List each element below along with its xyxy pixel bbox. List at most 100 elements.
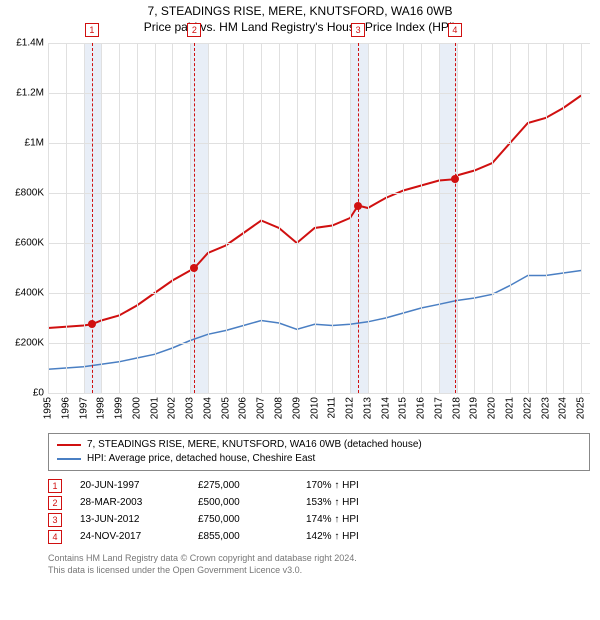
x-axis-label: 1995	[43, 397, 54, 419]
chart-lines-svg	[48, 43, 590, 393]
event-tag: 1	[85, 23, 99, 37]
gridline-v	[510, 43, 511, 393]
x-axis-label: 2005	[220, 397, 231, 419]
x-axis-label: 2002	[167, 397, 178, 419]
gridline-v	[368, 43, 369, 393]
x-axis-label: 2003	[185, 397, 196, 419]
x-axis-label: 2011	[327, 397, 338, 419]
x-axis-label: 2007	[256, 397, 267, 419]
transaction-row: 313-JUN-2012£750,000174% ↑ HPI	[48, 511, 590, 528]
x-axis-label: 2019	[469, 397, 480, 419]
transaction-marker: 4	[48, 530, 62, 544]
gridline-v	[243, 43, 244, 393]
x-axis-label: 2009	[291, 397, 302, 419]
gridline-v	[261, 43, 262, 393]
x-axis-label: 2025	[576, 397, 587, 419]
x-axis-label: 2018	[451, 397, 462, 419]
x-axis-label: 2016	[416, 397, 427, 419]
event-tag: 4	[448, 23, 462, 37]
gridline-v	[492, 43, 493, 393]
event-line	[358, 43, 359, 393]
transaction-row: 1 20-JUN-1997 £275,000 170% ↑ HPI	[48, 477, 590, 494]
gridline-v	[190, 43, 191, 393]
x-axis-label: 2020	[487, 397, 498, 419]
gridline-v	[403, 43, 404, 393]
event-dot	[190, 264, 198, 272]
gridline-v	[563, 43, 564, 393]
y-axis-label: £1M	[25, 138, 48, 149]
y-axis-label: £400K	[15, 288, 48, 299]
gridline-v	[208, 43, 209, 393]
x-axis-label: 2008	[274, 397, 285, 419]
gridline-v	[546, 43, 547, 393]
x-axis-label: 2010	[309, 397, 320, 419]
gridline-h	[48, 393, 590, 394]
transaction-price: £275,000	[198, 477, 288, 494]
gridline-v	[48, 43, 49, 393]
x-axis-label: 2023	[540, 397, 551, 419]
gridline-h	[48, 193, 590, 194]
x-axis-label: 2021	[505, 397, 516, 419]
footer-line2: This data is licensed under the Open Gov…	[48, 565, 590, 577]
gridline-v	[119, 43, 120, 393]
gridline-h	[48, 43, 590, 44]
transaction-date: 24-NOV-2017	[80, 528, 180, 545]
transaction-date: 13-JUN-2012	[80, 511, 180, 528]
event-dot	[88, 320, 96, 328]
gridline-v	[297, 43, 298, 393]
transaction-hpi: 174% ↑ HPI	[306, 511, 416, 528]
transaction-table: 120-JUN-1997£275,000170% ↑ HPI228-MAR-20…	[48, 477, 590, 545]
x-axis-label: 2013	[362, 397, 373, 419]
gridline-v	[172, 43, 173, 393]
gridline-v	[457, 43, 458, 393]
gridline-h	[48, 93, 590, 94]
transaction-hpi: 170% ↑ HPI	[306, 477, 416, 494]
gridline-v	[332, 43, 333, 393]
gridline-v	[350, 43, 351, 393]
x-axis-label: 2015	[398, 397, 409, 419]
x-axis-label: 1996	[60, 397, 71, 419]
x-axis-label: 1997	[78, 397, 89, 419]
gridline-v	[474, 43, 475, 393]
x-axis-label: 1999	[114, 397, 125, 419]
x-axis-label: 2012	[345, 397, 356, 419]
gridline-v	[66, 43, 67, 393]
gridline-v	[315, 43, 316, 393]
transaction-date: 20-JUN-1997	[80, 477, 180, 494]
event-line	[194, 43, 195, 393]
legend-swatch	[57, 458, 81, 460]
gridline-v	[155, 43, 156, 393]
gridline-h	[48, 143, 590, 144]
gridline-v	[581, 43, 582, 393]
gridline-v	[101, 43, 102, 393]
footer-line1: Contains HM Land Registry data © Crown c…	[48, 553, 590, 565]
x-axis-label: 2024	[558, 397, 569, 419]
transaction-hpi: 142% ↑ HPI	[306, 528, 416, 545]
event-dot	[354, 202, 362, 210]
gridline-v	[226, 43, 227, 393]
chart-plot-area: £0£200K£400K£600K£800K£1M£1.2M£1.4M19951…	[48, 43, 590, 393]
transaction-row: 228-MAR-2003£500,000153% ↑ HPI	[48, 494, 590, 511]
legend-row: HPI: Average price, detached house, Ches…	[57, 452, 581, 466]
gridline-v	[84, 43, 85, 393]
title-address: 7, STEADINGS RISE, MERE, KNUTSFORD, WA16…	[0, 4, 600, 20]
chart-container: { "title": { "line1": "7, STEADINGS RISE…	[0, 0, 600, 620]
transaction-date: 28-MAR-2003	[80, 494, 180, 511]
y-axis-label: £600K	[15, 238, 48, 249]
gridline-v	[137, 43, 138, 393]
transaction-marker: 1	[48, 479, 62, 493]
x-axis-label: 2017	[433, 397, 444, 419]
y-axis-label: £1.2M	[16, 88, 48, 99]
transaction-hpi: 153% ↑ HPI	[306, 494, 416, 511]
gridline-v	[528, 43, 529, 393]
gridline-v	[421, 43, 422, 393]
transaction-price: £500,000	[198, 494, 288, 511]
x-axis-label: 2014	[380, 397, 391, 419]
gridline-v	[386, 43, 387, 393]
y-axis-label: £200K	[15, 338, 48, 349]
x-axis-label: 2000	[131, 397, 142, 419]
gridline-v	[439, 43, 440, 393]
legend: 7, STEADINGS RISE, MERE, KNUTSFORD, WA16…	[48, 433, 590, 471]
y-axis-label: £1.4M	[16, 38, 48, 49]
transaction-marker: 3	[48, 513, 62, 527]
